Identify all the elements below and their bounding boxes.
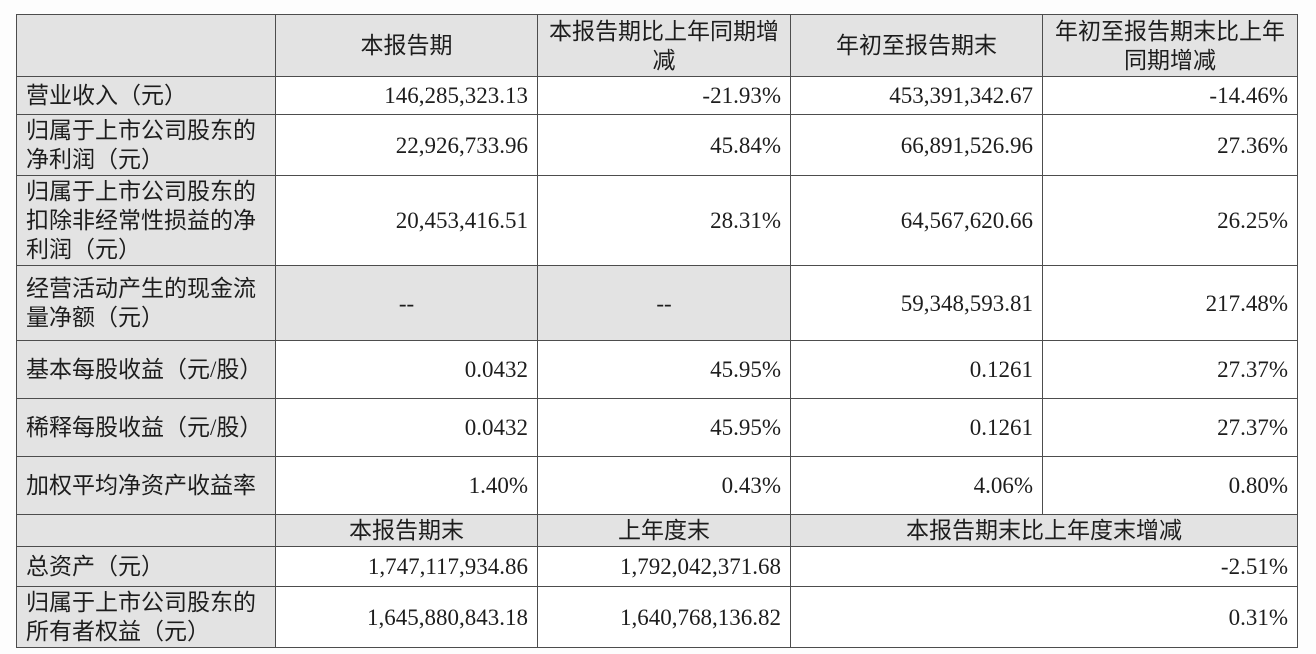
row-label: 经营活动产生的现金流量净额（元）	[16, 265, 276, 341]
cell-value: 22,926,733.96	[275, 114, 538, 176]
cell-value: 27.36%	[1042, 114, 1298, 176]
cell-value: 27.37%	[1042, 340, 1298, 399]
cell-value: 146,285,323.13	[275, 76, 538, 115]
header-end-of-current-period: 本报告期末	[275, 514, 538, 547]
cell-value: 20,453,416.51	[275, 175, 538, 266]
cell-value: 59,348,593.81	[790, 265, 1043, 341]
cell-value: 0.43%	[537, 456, 791, 515]
row-owners-equity-attributable: 归属于上市公司股东的所有者权益（元） 1,645,880,843.18 1,64…	[16, 586, 1298, 648]
row-label: 营业收入（元）	[16, 76, 276, 115]
row-basic-eps: 基本每股收益（元/股） 0.0432 45.95% 0.1261 27.37%	[16, 340, 1298, 399]
header-current-period-yoy-change: 本报告期比上年同期增减	[537, 14, 791, 77]
cell-value-dash: --	[537, 265, 791, 341]
cell-value: 0.0432	[275, 340, 538, 399]
header-period-end-vs-prior-year-change: 本报告期末比上年度末增减	[790, 514, 1298, 547]
row-label: 归属于上市公司股东的扣除非经常性损益的净利润（元）	[16, 175, 276, 266]
cell-value: 1.40%	[275, 456, 538, 515]
header-row-period-end: 本报告期末 上年度末 本报告期末比上年度末增减	[16, 514, 1298, 547]
cell-value: 26.25%	[1042, 175, 1298, 266]
header-row-period: 本报告期 本报告期比上年同期增减 年初至报告期末 年初至报告期末比上年同期增减	[16, 14, 1298, 77]
row-label: 加权平均净资产收益率	[16, 456, 276, 515]
cell-value: 1,792,042,371.68	[537, 546, 791, 587]
cell-value: 45.84%	[537, 114, 791, 176]
header-year-to-date-yoy-change: 年初至报告期末比上年同期增减	[1042, 14, 1298, 77]
row-net-profit-attributable: 归属于上市公司股东的净利润（元） 22,926,733.96 45.84% 66…	[16, 114, 1298, 176]
row-weighted-average-roe: 加权平均净资产收益率 1.40% 0.43% 4.06% 0.80%	[16, 456, 1298, 515]
cell-value: 0.31%	[790, 586, 1298, 648]
cell-value-dash: --	[275, 265, 538, 341]
cell-value: -14.46%	[1042, 76, 1298, 115]
cell-value: -2.51%	[790, 546, 1298, 587]
cell-value: 1,645,880,843.18	[275, 586, 538, 648]
cell-value: 0.0432	[275, 398, 538, 457]
row-label: 归属于上市公司股东的所有者权益（元）	[16, 586, 276, 648]
cell-value: -21.93%	[537, 76, 791, 115]
cell-value: 0.1261	[790, 340, 1043, 399]
row-label: 基本每股收益（元/股）	[16, 340, 276, 399]
header-blank-cell	[16, 514, 276, 547]
row-label: 归属于上市公司股东的净利润（元）	[16, 114, 276, 176]
header-current-period: 本报告期	[275, 14, 538, 77]
report-page: 本报告期 本报告期比上年同期增减 年初至报告期末 年初至报告期末比上年同期增减 …	[16, 14, 1298, 648]
cell-value: 0.1261	[790, 398, 1043, 457]
cell-value: 453,391,342.67	[790, 76, 1043, 115]
cell-value: 0.80%	[1042, 456, 1298, 515]
cell-value: 28.31%	[537, 175, 791, 266]
cell-value: 64,567,620.66	[790, 175, 1043, 266]
header-end-of-prior-year: 上年度末	[537, 514, 791, 547]
row-label: 稀释每股收益（元/股）	[16, 398, 276, 457]
row-operating-revenue: 营业收入（元） 146,285,323.13 -21.93% 453,391,3…	[16, 76, 1298, 115]
cell-value: 1,747,117,934.86	[275, 546, 538, 587]
cell-value: 217.48%	[1042, 265, 1298, 341]
cell-value: 27.37%	[1042, 398, 1298, 457]
cell-value: 66,891,526.96	[790, 114, 1043, 176]
cell-value: 45.95%	[537, 398, 791, 457]
financial-summary-table: 本报告期 本报告期比上年同期增减 年初至报告期末 年初至报告期末比上年同期增减 …	[16, 14, 1298, 648]
cell-value: 4.06%	[790, 456, 1043, 515]
row-diluted-eps: 稀释每股收益（元/股） 0.0432 45.95% 0.1261 27.37%	[16, 398, 1298, 457]
header-year-to-date: 年初至报告期末	[790, 14, 1043, 77]
cell-value: 45.95%	[537, 340, 791, 399]
header-blank-cell	[16, 14, 276, 77]
row-total-assets: 总资产（元） 1,747,117,934.86 1,792,042,371.68…	[16, 546, 1298, 587]
row-net-profit-excluding-nonrecurring: 归属于上市公司股东的扣除非经常性损益的净利润（元） 20,453,416.51 …	[16, 175, 1298, 266]
row-label: 总资产（元）	[16, 546, 276, 587]
row-operating-cash-flow: 经营活动产生的现金流量净额（元） -- -- 59,348,593.81 217…	[16, 265, 1298, 341]
cell-value: 1,640,768,136.82	[537, 586, 791, 648]
